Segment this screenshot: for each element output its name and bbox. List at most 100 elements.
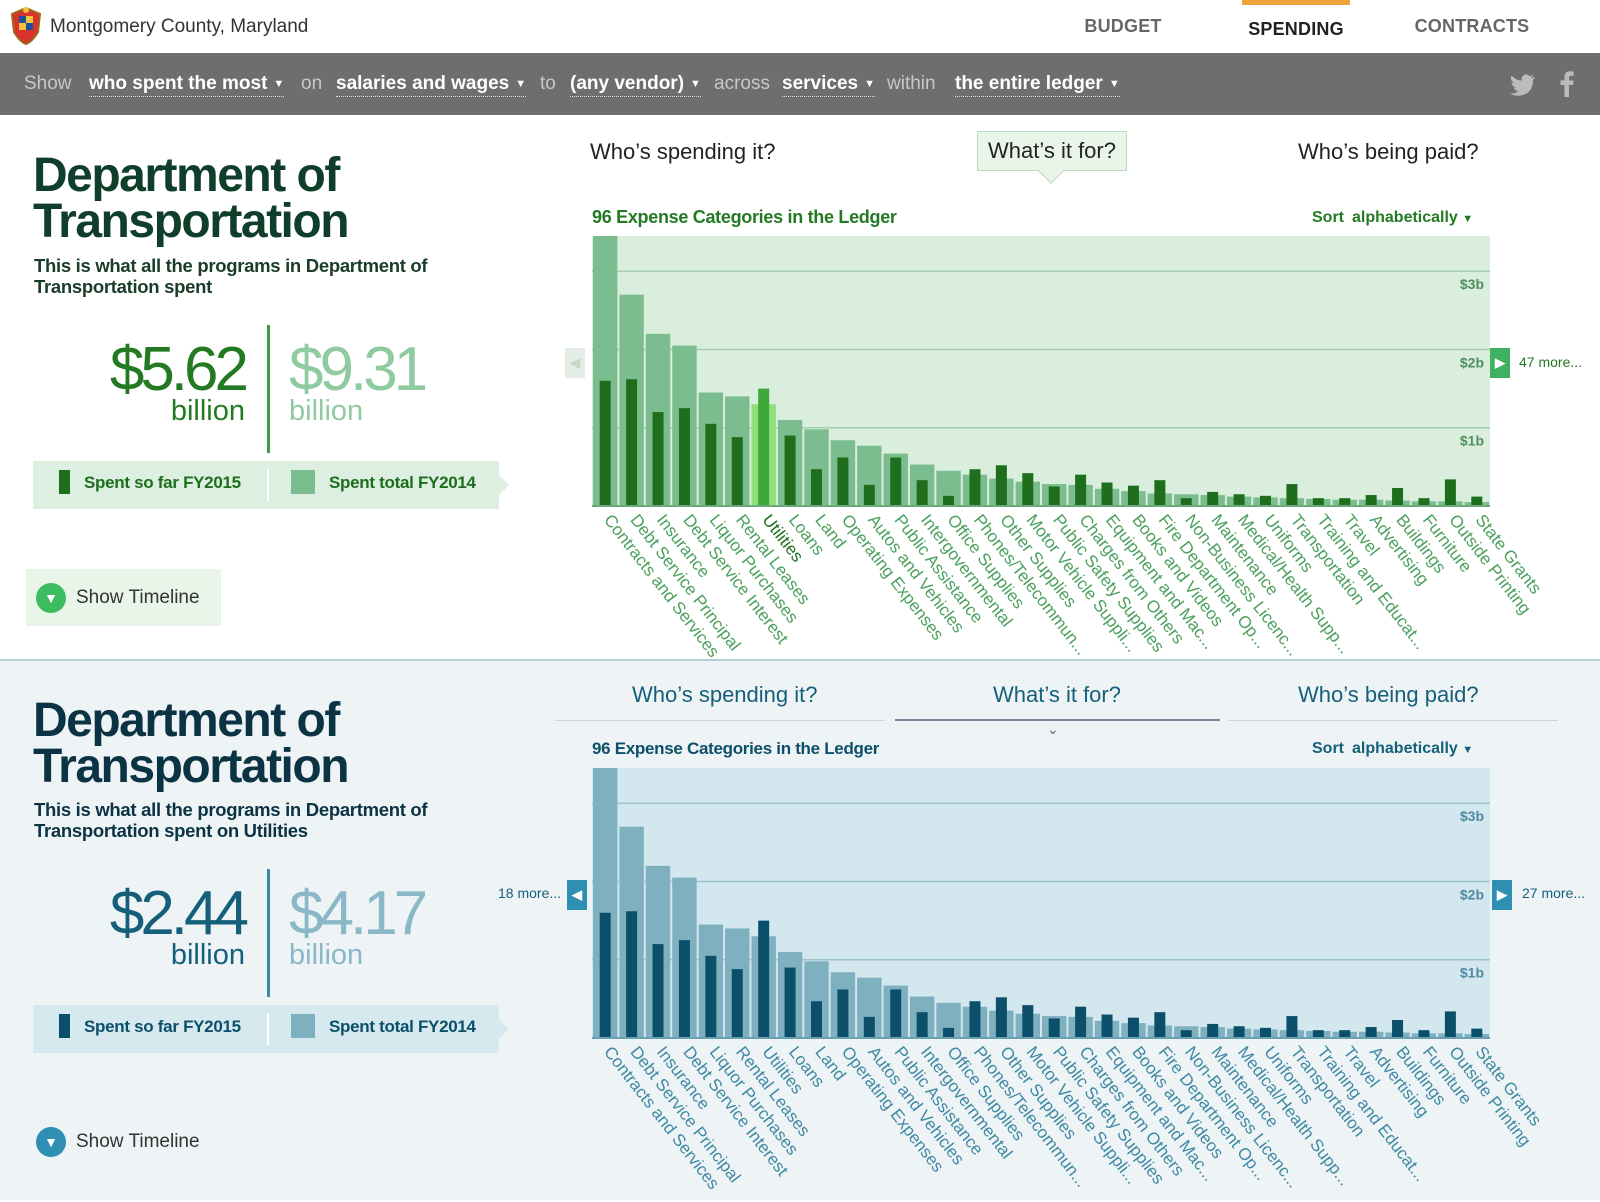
bar-spent-so-far-fy2015[interactable] — [811, 469, 822, 506]
legend-so-far-label: Spent so far FY2015 — [84, 473, 241, 492]
county-seal-icon[interactable] — [8, 6, 44, 46]
bar-spent-so-far-fy2015[interactable] — [1312, 1030, 1324, 1038]
more-left-link[interactable]: 18 more... — [498, 885, 562, 901]
site-title[interactable]: Montgomery County, Maryland — [50, 16, 309, 37]
tab-whats-it-for[interactable]: What’s it for? — [977, 131, 1127, 184]
bar-spent-so-far-fy2015[interactable] — [1365, 1027, 1377, 1038]
bar-spent-so-far-fy2015[interactable] — [1207, 491, 1219, 506]
bar-spent-so-far-fy2015[interactable] — [1048, 1018, 1060, 1038]
bar-spent-so-far-fy2015[interactable] — [784, 967, 796, 1038]
tab-whos-being-paid[interactable]: Who’s being paid? — [1298, 139, 1479, 164]
filter-ledger-select[interactable]: the entire ledger ▼ — [955, 73, 1120, 97]
bar-spent-so-far-fy2015[interactable] — [1418, 498, 1430, 506]
tab-whos-being-paid[interactable]: Who’s being paid? — [1298, 682, 1479, 707]
nav-budget[interactable]: BUDGET — [1084, 16, 1162, 36]
bar-spent-so-far-fy2015[interactable] — [837, 457, 849, 506]
bar-spent-so-far-fy2015[interactable] — [1365, 495, 1377, 506]
tab-whos-spending[interactable]: Who’s spending it? — [632, 682, 818, 707]
bar-spent-so-far-fy2015[interactable] — [995, 997, 1007, 1038]
bar-spent-so-far-fy2015[interactable] — [1286, 1016, 1298, 1038]
bar-spent-so-far-fy2015[interactable] — [1127, 485, 1139, 506]
chart-next-button[interactable]: ▶ — [1490, 348, 1510, 378]
bar-spent-so-far-fy2015[interactable] — [1260, 1027, 1271, 1038]
bar-spent-so-far-fy2015[interactable] — [1075, 474, 1087, 506]
bar-spent-so-far-fy2015[interactable] — [599, 912, 611, 1038]
bar-spent-so-far-fy2015[interactable] — [916, 1012, 928, 1038]
filter-services-select[interactable]: services ▼ — [782, 73, 875, 97]
bar-spent-so-far-fy2015[interactable] — [1444, 1011, 1456, 1038]
sort-control[interactable]: Sort alphabetically ▼ — [1312, 740, 1473, 758]
bar-spent-so-far-fy2015[interactable] — [1418, 1030, 1430, 1038]
bar-spent-so-far-fy2015[interactable] — [1260, 495, 1271, 506]
bar-spent-so-far-fy2015[interactable] — [1048, 486, 1060, 506]
tab-whos-spending[interactable]: Who’s spending it? — [590, 139, 776, 164]
bar-spent-so-far-fy2015[interactable] — [1154, 480, 1166, 506]
bar-spent-so-far-fy2015[interactable] — [863, 1016, 875, 1038]
bar-spent-so-far-fy2015[interactable] — [995, 465, 1007, 506]
more-right-link[interactable]: 27 more... — [1522, 885, 1586, 901]
bar-spent-so-far-fy2015[interactable] — [943, 1027, 955, 1038]
bar-spent-so-far-fy2015[interactable] — [1444, 479, 1456, 506]
bar-spent-so-far-fy2015[interactable] — [863, 484, 875, 506]
bar-spent-so-far-fy2015[interactable] — [626, 911, 638, 1038]
bar-spent-so-far-fy2015[interactable] — [1101, 482, 1113, 506]
bar-spent-so-far-fy2015[interactable] — [916, 480, 928, 506]
bar-spent-so-far-fy2015[interactable] — [784, 435, 796, 506]
bar-spent-so-far-fy2015[interactable] — [705, 423, 717, 506]
bar-spent-so-far-fy2015[interactable] — [1075, 1006, 1087, 1038]
bar-spent-so-far-fy2015[interactable] — [1101, 1014, 1113, 1038]
bar-spent-so-far-fy2015[interactable] — [1312, 498, 1324, 506]
bar-spent-so-far-fy2015[interactable] — [943, 495, 955, 506]
bar-spent-so-far-fy2015[interactable] — [969, 469, 981, 506]
bar-spent-so-far-fy2015[interactable] — [1022, 1005, 1034, 1038]
bar-spent-so-far-fy2015[interactable] — [969, 1001, 981, 1038]
chart-prev-button[interactable]: ◀ — [565, 348, 585, 378]
nav-spending[interactable]: SPENDING — [1242, 0, 1350, 53]
bar-spent-so-far-fy2015[interactable] — [1180, 1030, 1192, 1038]
facebook-icon[interactable] — [1560, 71, 1574, 97]
bar-spent-so-far-fy2015[interactable] — [1471, 496, 1483, 506]
bar-spent-so-far-fy2015[interactable] — [1339, 1030, 1351, 1038]
bar-spent-so-far-fy2015[interactable] — [1022, 473, 1034, 506]
bar-spent-so-far-fy2015[interactable] — [1286, 484, 1298, 506]
bar-spent-so-far-fy2015[interactable] — [758, 388, 770, 506]
bar-spent-so-far-fy2015[interactable] — [705, 955, 717, 1038]
chart-prev-button[interactable]: ◀ — [567, 880, 587, 910]
bar-spent-so-far-fy2015[interactable] — [837, 989, 849, 1038]
bar-spent-so-far-fy2015[interactable] — [1127, 1017, 1139, 1038]
more-right-link[interactable]: 47 more... — [1519, 354, 1583, 370]
bar-spent-so-far-fy2015[interactable] — [811, 1001, 822, 1038]
bar-spent-so-far-fy2015[interactable] — [1154, 1012, 1166, 1038]
bar-spent-so-far-fy2015[interactable] — [626, 379, 638, 506]
bar-spent-so-far-fy2015[interactable] — [1233, 494, 1245, 506]
bar-spent-so-far-fy2015[interactable] — [599, 380, 611, 506]
bar-spent-so-far-fy2015[interactable] — [1339, 498, 1351, 506]
legend-spent-total: Spent total FY2014 — [291, 470, 476, 495]
bar-spent-so-far-fy2015[interactable] — [678, 408, 690, 506]
chart-next-button[interactable]: ▶ — [1492, 880, 1512, 910]
bar-spent-so-far-fy2015[interactable] — [652, 412, 664, 506]
bar-spent-so-far-fy2015[interactable] — [1233, 1026, 1245, 1038]
bar-spent-so-far-fy2015[interactable] — [890, 457, 902, 506]
filter-vendor-select[interactable]: (any vendor) ▼ — [570, 73, 701, 97]
bar-spent-so-far-fy2015[interactable] — [1207, 1023, 1219, 1038]
bar-spent-so-far-fy2015[interactable] — [890, 989, 902, 1038]
bar-spent-so-far-fy2015[interactable] — [1180, 498, 1192, 506]
show-timeline-button[interactable]: ▼ Show Timeline — [26, 569, 221, 626]
filter-category-select[interactable]: salaries and wages ▼ — [336, 73, 527, 97]
bar-spent-so-far-fy2015[interactable] — [1471, 1028, 1483, 1038]
bar-spent-so-far-fy2015[interactable] — [758, 920, 770, 1038]
filter-spender-select[interactable]: who spent the most ▼ — [89, 73, 285, 97]
y-tick-label: $1b — [1460, 433, 1484, 449]
bar-spent-so-far-fy2015[interactable] — [678, 940, 690, 1038]
bar-spent-so-far-fy2015[interactable] — [1392, 488, 1404, 506]
bar-spent-so-far-fy2015[interactable] — [652, 944, 664, 1038]
bar-spent-so-far-fy2015[interactable] — [1392, 1020, 1404, 1038]
twitter-icon[interactable] — [1510, 74, 1536, 96]
tab-whats-it-for[interactable]: What’s it for? — [993, 682, 1121, 707]
nav-contracts[interactable]: CONTRACTS — [1414, 16, 1530, 36]
bar-spent-so-far-fy2015[interactable] — [731, 969, 743, 1038]
bar-spent-so-far-fy2015[interactable] — [731, 437, 743, 506]
sort-control[interactable]: Sort alphabetically ▼ — [1312, 209, 1473, 227]
show-timeline-button[interactable]: ▼ Show Timeline — [26, 1113, 221, 1170]
